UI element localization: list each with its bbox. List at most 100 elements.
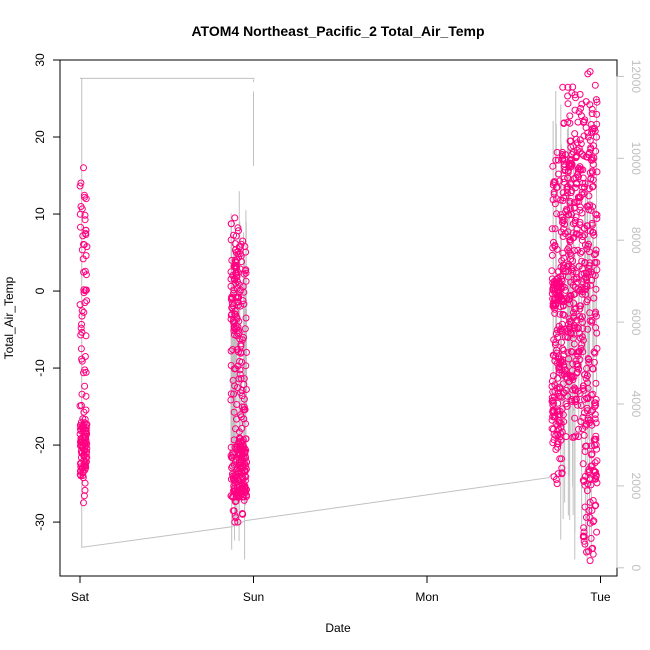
data-point — [585, 248, 593, 256]
data-point — [78, 307, 86, 315]
data-point — [240, 334, 247, 341]
data-point — [592, 475, 599, 483]
data-point — [227, 220, 235, 228]
data-point — [584, 325, 592, 333]
data-point — [551, 305, 559, 313]
data-point — [80, 164, 87, 172]
y-axis-label: Total_Air_Temp — [2, 276, 16, 359]
data-point — [569, 220, 577, 228]
data-point — [77, 223, 84, 231]
data-point — [238, 473, 246, 481]
data-point — [576, 166, 584, 174]
data-point — [550, 352, 558, 360]
data-point — [551, 387, 559, 395]
data-point — [555, 392, 563, 400]
data-point — [585, 507, 593, 514]
plot-frame — [59, 59, 618, 577]
data-point — [563, 205, 571, 213]
data-point — [592, 250, 600, 258]
data-point — [588, 276, 596, 284]
data-point — [242, 314, 250, 322]
data-point — [80, 369, 87, 377]
data-point — [551, 309, 559, 317]
data-point — [582, 282, 590, 290]
data-point — [230, 408, 238, 416]
data-point — [559, 83, 567, 91]
data-point — [590, 348, 598, 356]
data-point — [586, 317, 594, 325]
data-point — [552, 296, 559, 304]
data-point — [81, 382, 89, 390]
data-point — [231, 476, 239, 484]
data-point — [580, 524, 588, 532]
data-point — [593, 259, 601, 266]
data-point — [591, 459, 599, 467]
data-point — [237, 252, 245, 260]
data-point — [236, 265, 244, 273]
y2-tick-label: 10000 — [629, 142, 643, 176]
data-point — [588, 110, 596, 118]
data-point — [559, 265, 567, 273]
data-point — [589, 182, 597, 190]
data-point — [239, 510, 247, 518]
data-point — [227, 347, 235, 355]
data-point — [76, 467, 84, 475]
data-point — [551, 200, 559, 208]
data-point — [591, 349, 599, 357]
data-point — [81, 211, 89, 219]
data-point — [589, 161, 597, 168]
data-point — [549, 406, 557, 414]
data-point — [593, 479, 601, 487]
data-point — [570, 330, 578, 338]
data-point — [579, 460, 587, 468]
data-point — [574, 325, 582, 332]
data-point — [583, 442, 591, 450]
data-point — [548, 377, 556, 385]
data-point — [82, 455, 90, 463]
data-point — [559, 219, 566, 226]
data-point — [81, 479, 89, 487]
data-point — [230, 507, 238, 515]
data-point — [242, 420, 249, 428]
data-point — [236, 288, 244, 295]
data-point — [587, 121, 595, 128]
data-point — [563, 183, 571, 191]
data-point — [565, 320, 572, 328]
data-point — [231, 214, 239, 222]
data-point — [585, 240, 593, 248]
data-point — [236, 370, 244, 378]
data-point — [572, 387, 579, 395]
data-point — [550, 473, 558, 481]
data-point — [577, 302, 585, 310]
y-tick-label: 10 — [33, 207, 47, 221]
data-point — [572, 154, 580, 162]
data-point — [593, 110, 601, 118]
data-point — [551, 357, 559, 365]
data-point — [576, 206, 584, 214]
data-point — [548, 225, 556, 233]
data-point — [571, 130, 579, 138]
data-point — [593, 98, 601, 106]
data-point — [234, 362, 242, 370]
data-point — [551, 242, 559, 250]
data-point — [83, 453, 91, 461]
data-point — [575, 347, 583, 355]
data-point — [242, 362, 250, 370]
data-point — [548, 267, 556, 275]
data-point — [591, 81, 599, 89]
data-point — [583, 404, 591, 412]
data-point — [231, 518, 239, 526]
data-point — [556, 310, 564, 318]
data-point — [569, 360, 577, 368]
data-point — [239, 443, 247, 451]
data-point — [584, 394, 592, 402]
data-point — [575, 108, 583, 116]
data-point — [233, 401, 241, 408]
data-point — [589, 544, 597, 552]
data-point — [230, 390, 238, 398]
y2-tick-label: 4000 — [629, 391, 643, 418]
data-point — [227, 275, 235, 283]
data-point — [228, 470, 236, 478]
data-point — [565, 325, 573, 333]
